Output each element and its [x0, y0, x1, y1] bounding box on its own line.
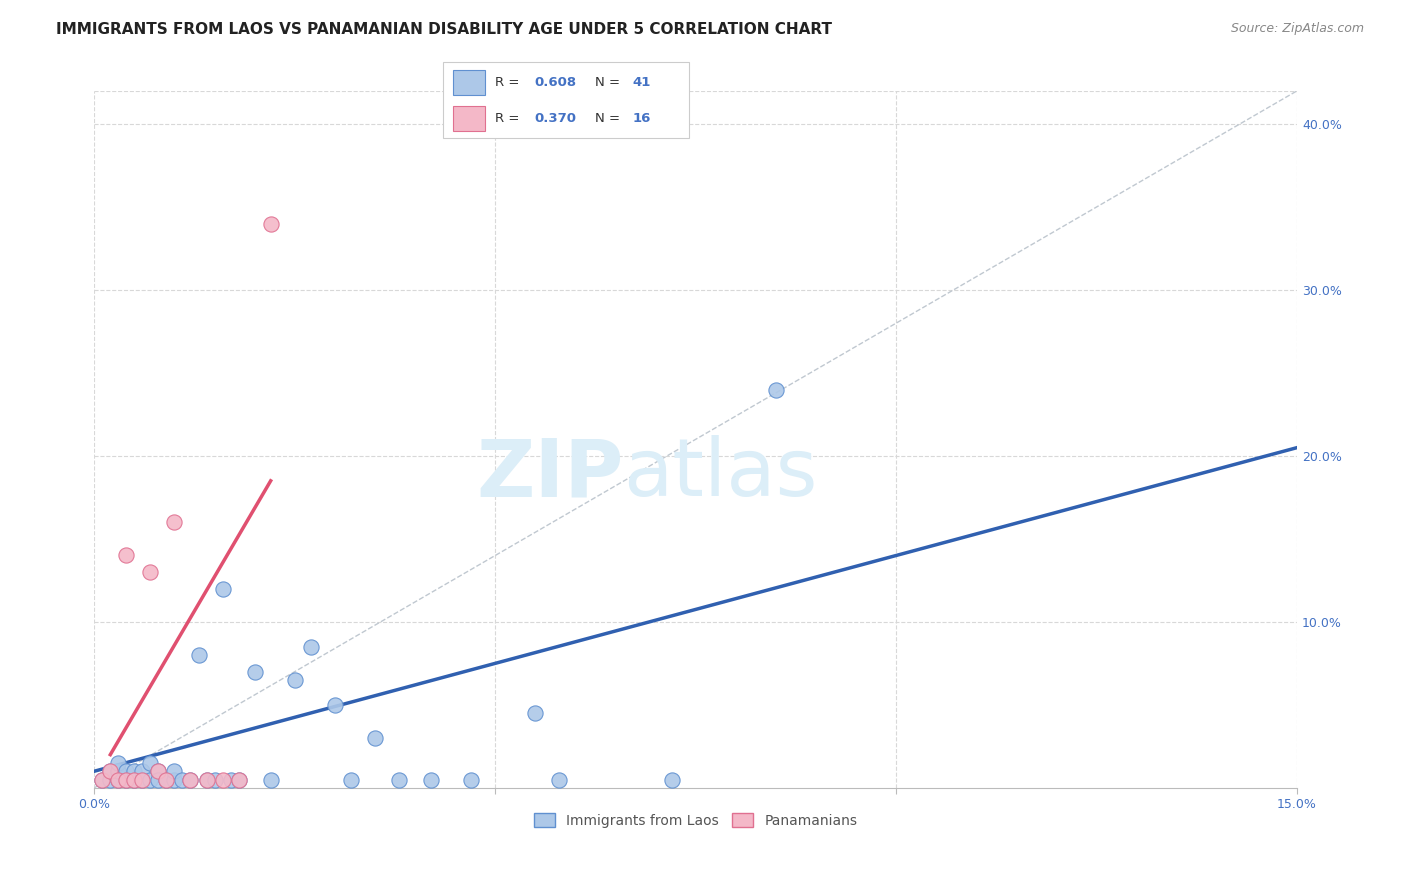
- Point: [661, 772, 683, 787]
- Point: [91, 772, 114, 787]
- Point: [340, 772, 363, 787]
- Point: [187, 648, 209, 662]
- Text: 41: 41: [633, 77, 651, 89]
- Point: [139, 565, 162, 579]
- Point: [211, 772, 233, 787]
- Point: [124, 772, 146, 787]
- Point: [204, 772, 226, 787]
- Point: [131, 772, 153, 787]
- Point: [148, 764, 170, 779]
- Point: [139, 756, 162, 770]
- FancyBboxPatch shape: [453, 105, 485, 130]
- Point: [299, 640, 322, 654]
- Point: [91, 772, 114, 787]
- Point: [548, 772, 571, 787]
- Point: [179, 772, 201, 787]
- FancyBboxPatch shape: [443, 62, 689, 138]
- Text: R =: R =: [495, 112, 523, 125]
- Point: [460, 772, 482, 787]
- Point: [765, 383, 787, 397]
- Text: 0.370: 0.370: [534, 112, 576, 125]
- Point: [211, 582, 233, 596]
- Legend: Immigrants from Laos, Panamanians: Immigrants from Laos, Panamanians: [529, 807, 863, 833]
- Point: [260, 772, 283, 787]
- Point: [131, 764, 153, 779]
- Point: [139, 772, 162, 787]
- Point: [115, 772, 138, 787]
- Text: atlas: atlas: [623, 435, 818, 513]
- Point: [228, 772, 250, 787]
- Point: [124, 772, 146, 787]
- Text: ZIP: ZIP: [477, 435, 623, 513]
- Point: [163, 516, 186, 530]
- Point: [163, 764, 186, 779]
- Text: IMMIGRANTS FROM LAOS VS PANAMANIAN DISABILITY AGE UNDER 5 CORRELATION CHART: IMMIGRANTS FROM LAOS VS PANAMANIAN DISAB…: [56, 22, 832, 37]
- Point: [284, 673, 307, 687]
- Point: [364, 731, 387, 745]
- Point: [107, 756, 129, 770]
- Point: [131, 772, 153, 787]
- Point: [243, 665, 266, 679]
- Point: [195, 772, 218, 787]
- Text: 16: 16: [633, 112, 651, 125]
- FancyBboxPatch shape: [453, 70, 485, 95]
- Point: [124, 764, 146, 779]
- Point: [155, 772, 177, 787]
- Point: [148, 772, 170, 787]
- Text: 0.608: 0.608: [534, 77, 576, 89]
- Point: [115, 772, 138, 787]
- Point: [323, 698, 346, 712]
- Point: [107, 772, 129, 787]
- Point: [115, 764, 138, 779]
- Point: [98, 772, 121, 787]
- Point: [195, 772, 218, 787]
- Point: [163, 772, 186, 787]
- Point: [260, 217, 283, 231]
- Point: [155, 772, 177, 787]
- Point: [228, 772, 250, 787]
- Point: [148, 764, 170, 779]
- Text: R =: R =: [495, 77, 523, 89]
- Text: N =: N =: [596, 112, 624, 125]
- Point: [107, 764, 129, 779]
- Point: [98, 764, 121, 779]
- Point: [115, 549, 138, 563]
- Point: [179, 772, 201, 787]
- Text: Source: ZipAtlas.com: Source: ZipAtlas.com: [1230, 22, 1364, 36]
- Point: [388, 772, 411, 787]
- Point: [107, 772, 129, 787]
- Point: [219, 772, 242, 787]
- Text: N =: N =: [596, 77, 624, 89]
- Point: [172, 772, 194, 787]
- Point: [98, 764, 121, 779]
- Point: [420, 772, 443, 787]
- Point: [524, 706, 547, 720]
